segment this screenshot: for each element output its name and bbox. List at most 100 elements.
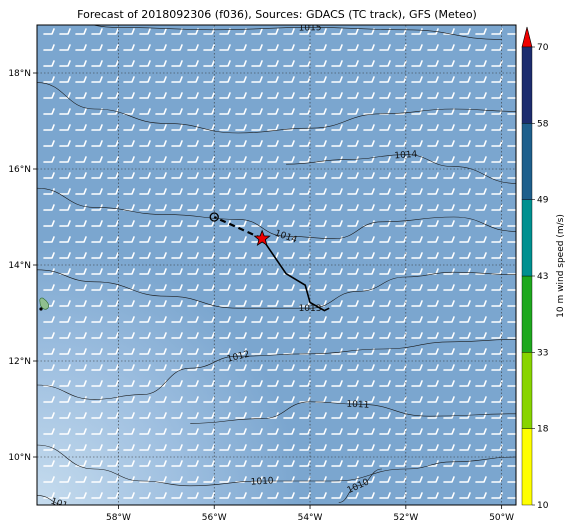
wind-barb [411,76,423,83]
wind-barb [107,44,119,51]
wind-barb [379,220,391,227]
wind-barb [187,492,199,499]
wind-barb [507,207,516,211]
wind-barb [203,140,215,147]
wind-barb [475,460,487,467]
wind-barb [331,428,343,435]
wind-barb [363,124,375,131]
wind-barb [171,124,183,131]
wind-barb [475,444,487,451]
wind-barb [443,476,455,483]
wind-barb [59,364,71,371]
wind-barb [315,380,327,387]
wind-barb [459,460,471,467]
wind-barb [203,332,215,339]
red-star-icon [253,229,271,246]
wind-barb [507,367,516,371]
wind-barb [283,220,295,227]
wind-barb [507,127,516,131]
wind-barb [251,316,263,323]
wind-barb [107,252,119,259]
wind-barb [75,476,87,483]
wind-barb [155,284,167,291]
wind-barb [75,412,87,419]
wind-barb [443,268,455,275]
wind-barb [315,268,327,275]
wind-barb [347,28,359,35]
wind-barb [91,172,103,179]
wind-barb [507,335,516,339]
wind-barb [363,44,375,51]
wind-barb [475,172,487,179]
wind-barb [395,172,407,179]
wind-barb [75,332,87,339]
wind-barb [411,220,423,227]
wind-barb [75,252,87,259]
wind-barb [107,332,119,339]
wind-barb [491,316,503,323]
wind-barb [91,92,103,99]
wind-barb [379,204,391,211]
wind-barb [347,268,359,275]
wind-barb [347,188,359,195]
wind-barb [331,300,343,307]
wind-barb [459,108,471,115]
wind-barb [315,124,327,131]
wind-barb [43,316,55,323]
wind-barb [491,284,503,291]
wind-barb [107,364,119,371]
wind-barb [331,76,343,83]
wind-barb [139,444,151,451]
wind-barb [427,492,439,499]
wind-barb [203,236,215,243]
wind-barb [251,76,263,83]
wind-barb [427,444,439,451]
wind-barb [299,172,311,179]
wind-barb [235,204,247,211]
wind-barb [267,188,279,195]
wind-barb [395,316,407,323]
wind-barb [75,492,87,499]
wind-barb [379,188,391,195]
wind-barb [299,412,311,419]
wind-barb [299,252,311,259]
wind-barb [331,492,343,499]
wind-barb [299,44,311,51]
wind-barb [203,124,215,131]
wind-barb [443,236,455,243]
wind-barb [299,140,311,147]
wind-barb [363,332,375,339]
wind-barb [171,332,183,339]
wind-barb [43,92,55,99]
wind-barb [187,268,199,275]
wind-barb [235,428,247,435]
wind-barb [75,76,87,83]
wind-barb [139,460,151,467]
wind-barb [427,476,439,483]
wind-barb [219,92,231,99]
wind-barb [299,492,311,499]
wind-barb [507,159,516,163]
wind-barb [187,76,199,83]
wind-barb [43,140,55,147]
colorbar-segment [521,428,533,506]
wind-barb [203,252,215,259]
wind-barb [347,364,359,371]
wind-barb [507,399,516,403]
wind-barb [171,76,183,83]
wind-barb [395,220,407,227]
wind-barb [219,60,231,67]
wind-barb [363,92,375,99]
wind-barb [203,428,215,435]
wind-barb [459,316,471,323]
wind-barb [235,44,247,51]
x-tick-label: 54°W [298,513,323,523]
wind-barb [107,380,119,387]
wind-barb [411,268,423,275]
wind-barb [43,348,55,355]
wind-barb [395,252,407,259]
wind-barb [91,252,103,259]
wind-barb [43,412,55,419]
wind-barb [235,220,247,227]
wind-barb [459,412,471,419]
